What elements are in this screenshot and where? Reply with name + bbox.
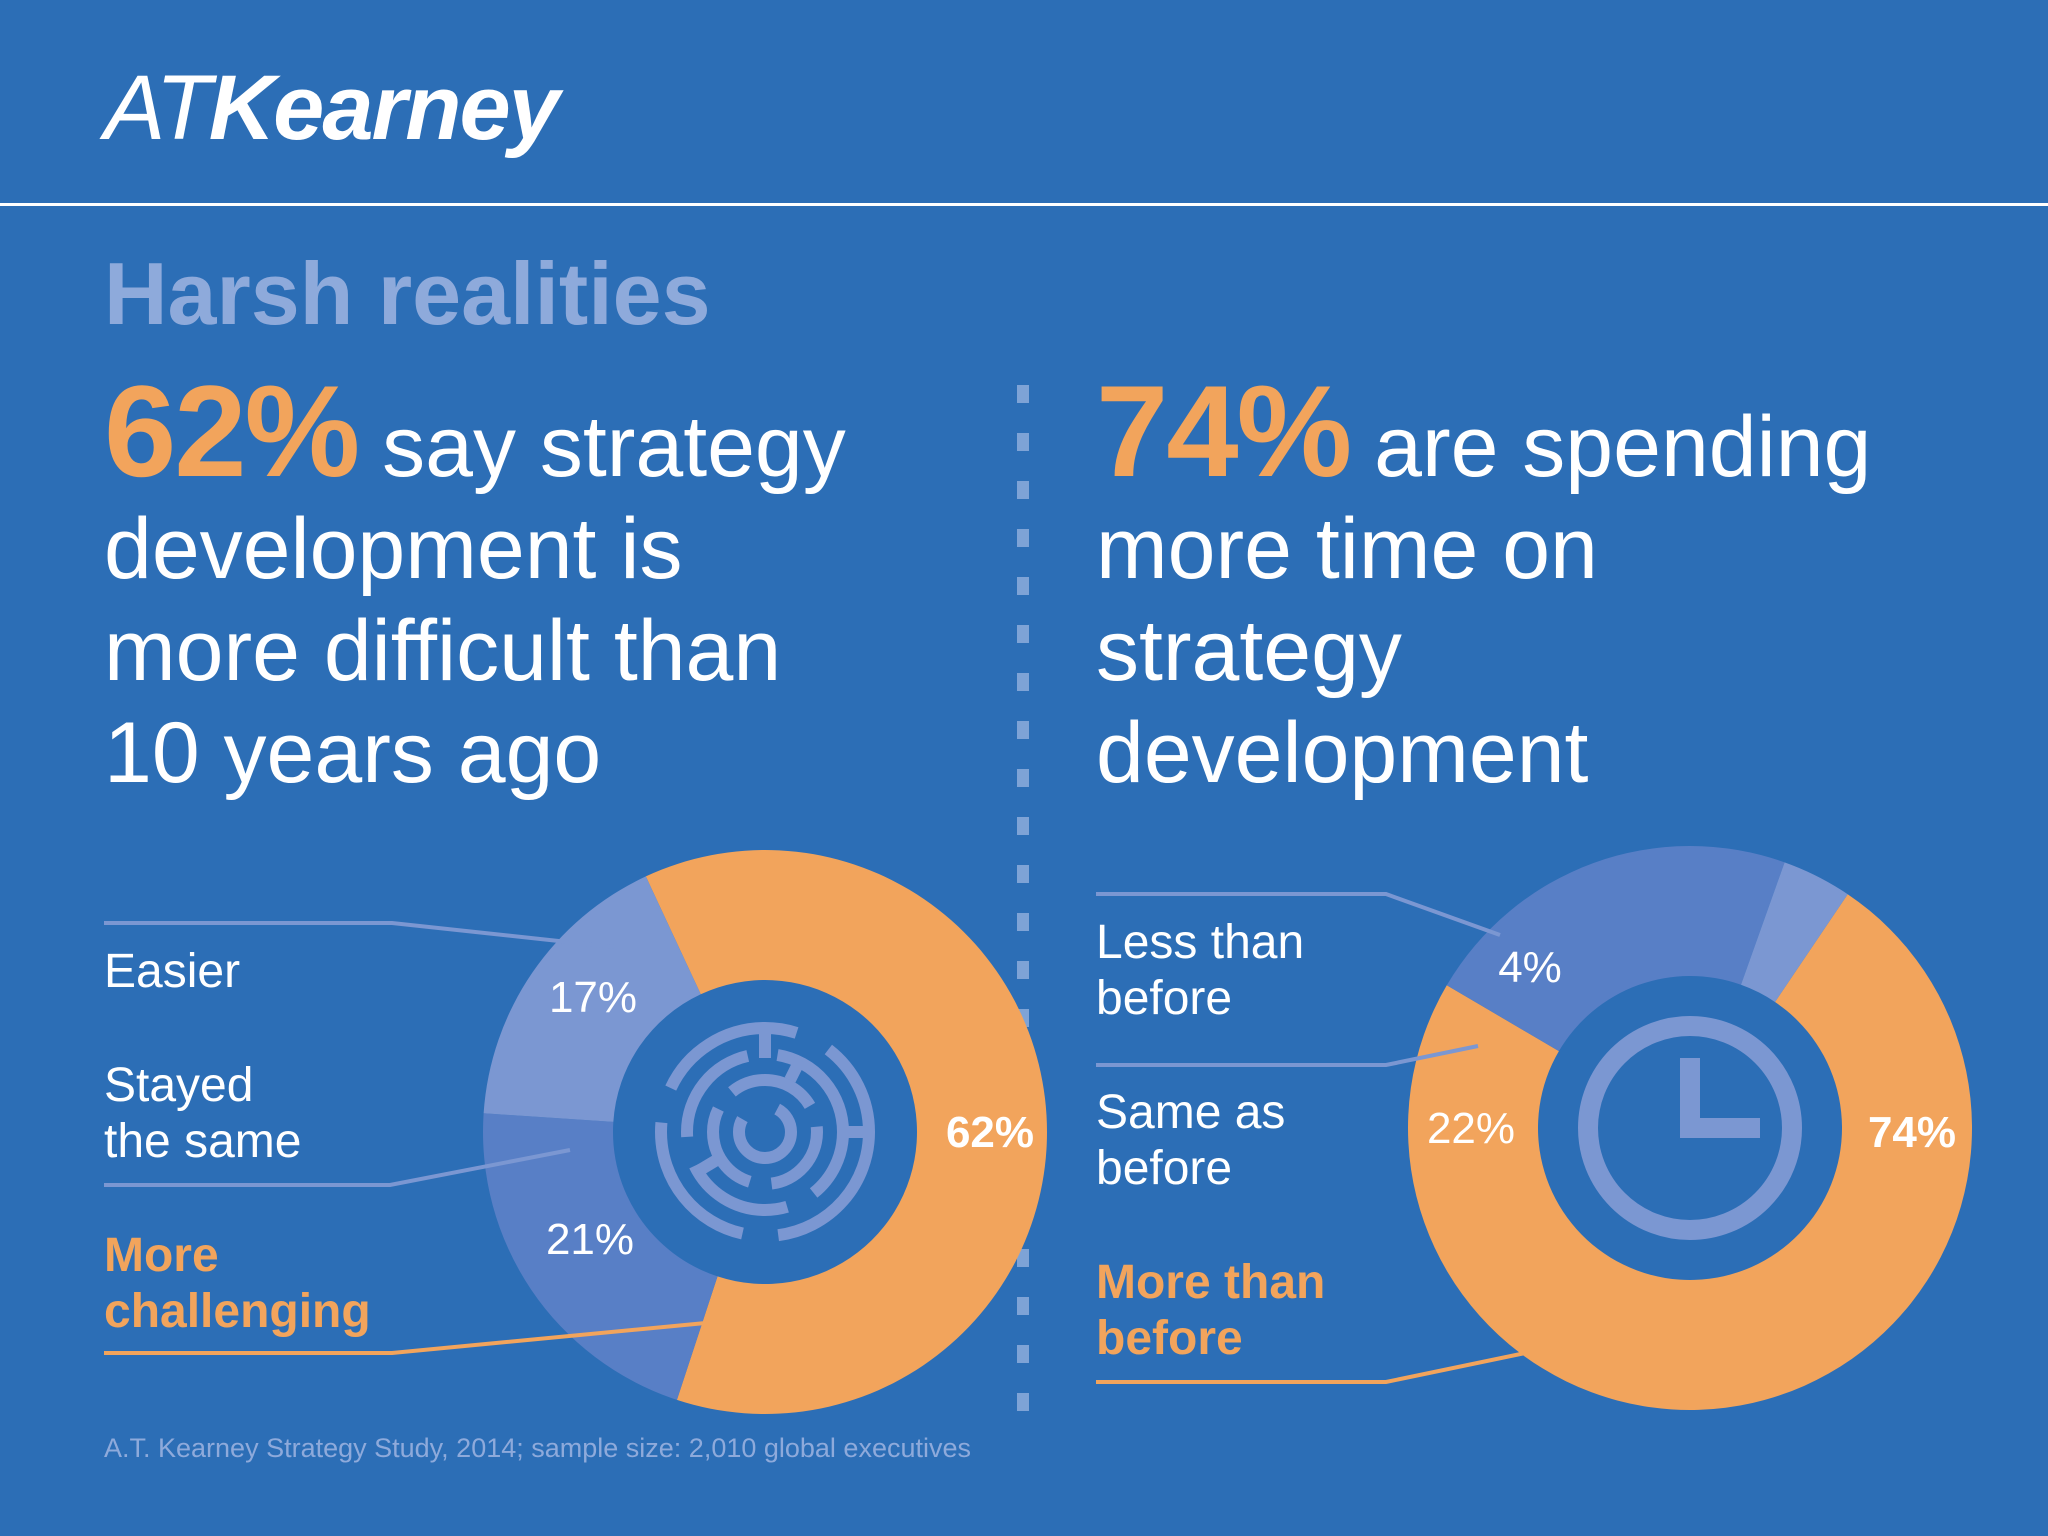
label-more-challenging-line-2: challenging: [104, 1285, 371, 1338]
left-stat-line-4: 10 years ago: [104, 705, 602, 801]
label-more-than-before: More than before: [1096, 1255, 1325, 1367]
data-label-same: 21%: [546, 1215, 634, 1264]
left-stat-value: 62%: [104, 358, 360, 504]
label-easier: Easier: [104, 945, 241, 998]
right-stat-line-3: strategy: [1096, 603, 1402, 699]
data-label-easier: 17%: [549, 973, 637, 1022]
label-same-as-before: Same as before: [1096, 1085, 1285, 1197]
label-same-as-line-1: Same as: [1096, 1086, 1286, 1139]
label-stayed-the-same: Stayed the same: [104, 1058, 301, 1170]
right-donut-chart: [1408, 846, 1972, 1410]
label-stayed-line-1: Stayed: [104, 1059, 254, 1112]
slice-less-than-before: [1740, 862, 1848, 1002]
data-label-less-than-before: 4%: [1498, 943, 1562, 992]
label-more-than-line-2: before: [1096, 1312, 1243, 1365]
right-stat-statement: 74% are spending more time on strategy d…: [1096, 366, 1872, 804]
leader-line-easier: [104, 921, 615, 949]
label-more-than-line-1: More than: [1096, 1256, 1326, 1309]
data-label-same-as-before: 22%: [1427, 1104, 1515, 1153]
label-same-as-line-2: before: [1096, 1142, 1233, 1195]
slice-more-challenging: [645, 850, 1048, 1414]
header-divider: [0, 203, 2048, 206]
label-more-challenging-line-1: More: [104, 1229, 219, 1282]
leader-line-same: [104, 1148, 571, 1187]
right-stat-line-2: more time on: [1096, 501, 1598, 597]
slice-more-than-before: [1408, 894, 1972, 1410]
logo-prefix: AT: [104, 57, 212, 159]
leader-line-same-as-before: [1096, 1044, 1479, 1067]
label-less-line-1: Less than: [1096, 916, 1305, 969]
maze-icon: [655, 1022, 875, 1242]
left-stat-line-2: development is: [104, 501, 683, 597]
label-less-line-2: before: [1096, 972, 1233, 1025]
label-stayed-line-2: the same: [104, 1115, 302, 1168]
left-stat-line-3: more difficult than: [104, 603, 782, 699]
leader-line-more-than-before: [1096, 1328, 1637, 1384]
source-note: A.T. Kearney Strategy Study, 2014; sampl…: [104, 1433, 971, 1463]
data-label-more-than-before: 74%: [1868, 1108, 1956, 1157]
company-logo: ATKearney: [104, 62, 560, 154]
label-more-challenging: More challenging: [104, 1228, 371, 1340]
slice-easier: [483, 876, 701, 1122]
data-label-more-challenging: 62%: [946, 1108, 1034, 1157]
right-stat-line-4: development: [1096, 705, 1589, 801]
left-stat-statement: 62% say strategy development is more dif…: [104, 366, 846, 804]
leader-line-less-than-before: [1096, 892, 1501, 937]
label-less-than-before: Less than before: [1096, 915, 1304, 1027]
logo-name: Kearney: [208, 57, 560, 159]
right-stat-value: 74%: [1096, 358, 1352, 504]
left-stat-line-1: say strategy: [382, 399, 846, 495]
slice-same-as-before: [1446, 846, 1785, 1052]
headline: Harsh realities: [104, 244, 711, 343]
leader-line-more-challenging: [104, 1315, 769, 1355]
right-stat-line-1: are spending: [1374, 399, 1872, 495]
clock-icon: [1578, 1016, 1802, 1240]
